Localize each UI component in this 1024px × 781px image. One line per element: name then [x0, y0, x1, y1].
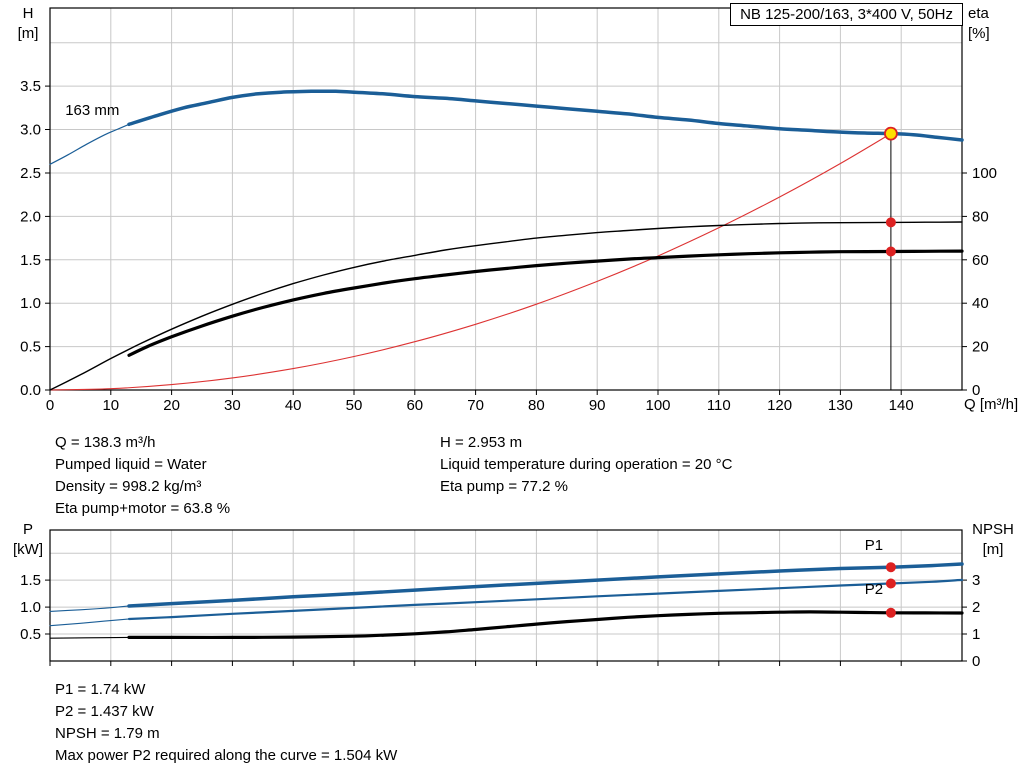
p2-curve-label: P2: [865, 581, 883, 598]
p1-curve-label: P1: [865, 537, 883, 554]
info-flow: Q = 138.3 m³/h: [55, 434, 156, 451]
y-left-tick-label: 0.5: [20, 626, 41, 643]
x-tick-label: 0: [46, 397, 54, 414]
x-tick-label: 20: [163, 397, 180, 414]
y-left-tick-label: 1.0: [20, 295, 41, 312]
pump-curve-lead-thin: [49, 123, 130, 165]
duty-info-right: H = 2.953 m Liquid temperature during op…: [440, 432, 732, 498]
eta-pump-motor-curve: [127, 249, 964, 357]
eta-axis-title: eta [%]: [968, 4, 1020, 44]
npsh-axis-symbol: NPSH: [972, 521, 1014, 538]
info-npsh: NPSH = 1.79 m: [55, 725, 160, 742]
p1-curve-lead-thin: [49, 605, 130, 612]
hq-eta-chart-frame: [49, 7, 963, 391]
x-tick-label: 130: [828, 397, 853, 414]
info-eta-pump: Eta pump = 77.2 %: [440, 478, 568, 495]
x-tick-label: 30: [224, 397, 241, 414]
y-right-tick-label: 20: [972, 339, 989, 356]
npsh-axis-title: NPSH [m]: [964, 520, 1022, 560]
h-axis-symbol: H: [22, 5, 34, 22]
x-tick-label: 10: [102, 397, 119, 414]
npsh-curve: [127, 610, 964, 640]
p-axis-symbol: P: [22, 521, 33, 538]
h-axis-title: H [m]: [6, 4, 50, 44]
q-axis-title: Q [m³/h]: [964, 396, 1019, 413]
y-right-tick-label: 3: [972, 572, 980, 589]
system-curve: [49, 133, 892, 391]
y-left-tick-label: 1.5: [20, 252, 41, 269]
impeller-diameter-label: 163 mm: [65, 102, 119, 119]
npsh-marker: [885, 607, 896, 618]
p-npsh-chart: 0.5 1.0 1.5 0 1 2 3 P1 P2: [20, 529, 980, 670]
y-right-tick-label: 100: [972, 165, 997, 182]
eta-pump-marker: [885, 217, 896, 228]
y-left-tick-label: 1.5: [20, 572, 41, 589]
info-p2: P2 = 1.437 kW: [55, 703, 154, 720]
p2-marker: [885, 578, 896, 589]
h-axis-unit: [m]: [17, 25, 39, 42]
x-tick-label: 50: [346, 397, 363, 414]
p1-curve: [127, 562, 964, 608]
p1-marker: [885, 562, 896, 573]
power-info: P1 = 1.74 kW P2 = 1.437 kW NPSH = 1.79 m…: [55, 679, 397, 767]
y-left-tick-label: 2.0: [20, 208, 41, 225]
x-tick-label: 80: [528, 397, 545, 414]
x-tick-label: 90: [589, 397, 606, 414]
p-axis-title: P [kW]: [6, 520, 50, 560]
info-density: Density = 998.2 kg/m³: [55, 478, 202, 495]
x-tick-label: 70: [467, 397, 484, 414]
y-left-tick-label: 3.5: [20, 78, 41, 95]
info-eta-pump-motor: Eta pump+motor = 63.8 %: [55, 500, 231, 517]
duty-point-marker: [884, 126, 898, 141]
p2-curve: [127, 578, 964, 621]
y-right-tick-label: 2: [972, 599, 980, 616]
info-max-p2: Max power P2 required along the curve = …: [55, 747, 398, 764]
y-right-tick-label: 60: [972, 252, 989, 269]
y-right-tick-label: 80: [972, 208, 989, 225]
info-pumped-liquid: Pumped liquid = Water: [55, 456, 207, 473]
eta-axis-unit: [%]: [968, 25, 990, 42]
x-tick-label: 140: [889, 397, 914, 414]
info-head: H = 2.953 m: [440, 434, 523, 451]
info-liquid-temperature: Liquid temperature during operation = 20…: [440, 456, 733, 473]
x-tick-label: 40: [285, 397, 302, 414]
x-tick-label: 110: [707, 397, 731, 414]
p-npsh-chart-frame: [49, 529, 963, 662]
npsh-axis-unit: [m]: [982, 541, 1004, 558]
eta-axis-symbol: eta: [968, 5, 989, 22]
y-left-tick-label: 2.5: [20, 165, 41, 182]
pump-title-box: NB 125-200/163, 3*400 V, 50Hz: [730, 3, 963, 26]
y-right-tick-label: 0: [972, 382, 980, 399]
pump-curve-163mm: [127, 89, 964, 142]
p2-curve-lead-thin: [49, 618, 130, 627]
eta-pump-motor-marker: [885, 246, 896, 257]
x-tick-label: 120: [767, 397, 792, 414]
y-left-tick-label: 3.0: [20, 122, 41, 139]
eta-pump-curve: [49, 221, 963, 391]
y-left-tick-label: 1.0: [20, 599, 41, 616]
npsh-curve-lead-thin: [49, 636, 130, 639]
y-right-tick-label: 1: [972, 626, 980, 643]
hq-eta-chart: 0 10 20 30 40 50 60 70 80 90 100 110 120 130 140 0.0 0.5…: [20, 7, 997, 414]
y-right-tick-label: 0: [972, 653, 980, 670]
info-p1: P1 = 1.74 kW: [55, 681, 146, 698]
duty-info-left: Q = 138.3 m³/h Pumped liquid = Water Den…: [55, 432, 230, 520]
p-axis-unit: [kW]: [13, 541, 43, 558]
y-left-tick-label: 0.0: [20, 382, 41, 399]
y-right-tick-label: 40: [972, 295, 989, 312]
x-tick-label: 100: [645, 397, 670, 414]
x-tick-label: 60: [406, 397, 423, 414]
y-left-tick-label: 0.5: [20, 339, 41, 356]
